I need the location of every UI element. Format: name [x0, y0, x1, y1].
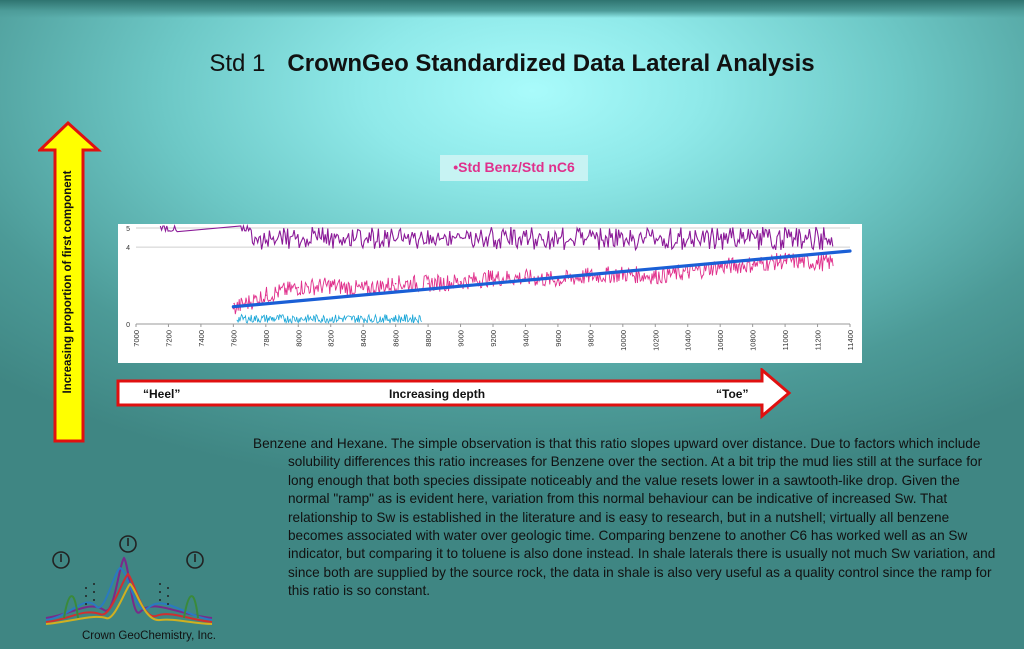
series-pink-point: [524, 277, 527, 279]
series-pink-point: [751, 263, 754, 266]
series-cyan-line: [236, 313, 422, 325]
x-tick-label: 11400: [846, 330, 855, 350]
x-tick-label: 8000: [294, 330, 303, 347]
x-tick-label: 8200: [327, 330, 336, 347]
vertical-axis-label: Increasing proportion of first component: [62, 170, 74, 394]
x-tick-label: 9200: [489, 330, 498, 347]
series-pink-point: [654, 275, 657, 277]
vertical-arrow: [38, 120, 102, 443]
x-tick-label: 9000: [457, 330, 466, 347]
horizontal-arrow: [116, 368, 792, 420]
series-pink-point: [427, 282, 429, 285]
chart-legend: •Std Benz/Std nC6: [440, 155, 588, 181]
series-pink-point: [784, 259, 786, 262]
x-tick-label: 8400: [359, 330, 368, 347]
x-tick-label: 8800: [424, 330, 433, 347]
series-pink-point: [459, 280, 462, 283]
series-pink-point: [686, 271, 689, 273]
series-pink-point: [719, 265, 721, 268]
depth-label: Increasing depth: [389, 387, 486, 401]
title-prefix: Std 1: [209, 50, 266, 77]
x-tick-label: 7000: [132, 330, 141, 347]
x-tick-label: 10600: [716, 330, 725, 351]
x-tick-label: 11200: [814, 330, 823, 350]
x-tick-label: 7200: [164, 330, 173, 347]
x-tick-label: 11000: [781, 330, 790, 350]
x-tick-label: 10400: [684, 330, 693, 351]
title-main: CrownGeo Standardized Data Lateral Analy…: [287, 50, 815, 77]
series-pink-point: [816, 261, 819, 264]
heel-label: “Heel”: [143, 387, 181, 401]
company-name: Crown GeoChemistry, Inc.: [82, 630, 216, 642]
x-tick-label: 10200: [651, 330, 660, 351]
top-band: [0, 0, 1024, 18]
series-pink-point: [265, 294, 267, 296]
y-tick-label: 5: [126, 226, 130, 233]
series-pink-point: [329, 284, 332, 287]
toe-label: “Toe”: [716, 387, 749, 401]
x-tick-label: 9400: [521, 330, 530, 347]
series-pink-point: [492, 277, 494, 279]
series-pink-point: [394, 282, 397, 285]
y-tick-label: 4: [126, 245, 130, 252]
chart-svg: 0 4 5 7000 7200 7400 7600 7800 8000 8200 8400 8600 8…: [126, 224, 855, 351]
series-pink-point: [362, 288, 364, 291]
x-tick-label: 9600: [554, 330, 563, 347]
series-pink-point: [557, 279, 559, 281]
x-tick-label: 7600: [229, 330, 238, 347]
x-tick-label: 8600: [392, 330, 401, 347]
x-tick-label: 7800: [262, 330, 271, 347]
description-text: Benzene and Hexane. The simple observati…: [253, 436, 996, 599]
series-pink-point: [622, 273, 624, 275]
slide-title: Std 1 CrownGeo Standardized Data Lateral …: [0, 50, 1024, 78]
trendline: [231, 249, 852, 309]
x-tick-label: 10800: [749, 330, 758, 351]
chart: 0 4 5 7000 7200 7400 7600 7800 8000 8200 8400 8600 8…: [118, 224, 862, 363]
y-tick-label: 0: [126, 322, 130, 329]
x-tick-label: 10000: [619, 330, 628, 351]
series-purple-line: [159, 224, 834, 252]
series-pink-point: [297, 286, 300, 289]
x-tick-label: 9800: [586, 330, 595, 347]
x-tick-label: 7400: [197, 330, 206, 347]
company-logo: [45, 535, 213, 625]
